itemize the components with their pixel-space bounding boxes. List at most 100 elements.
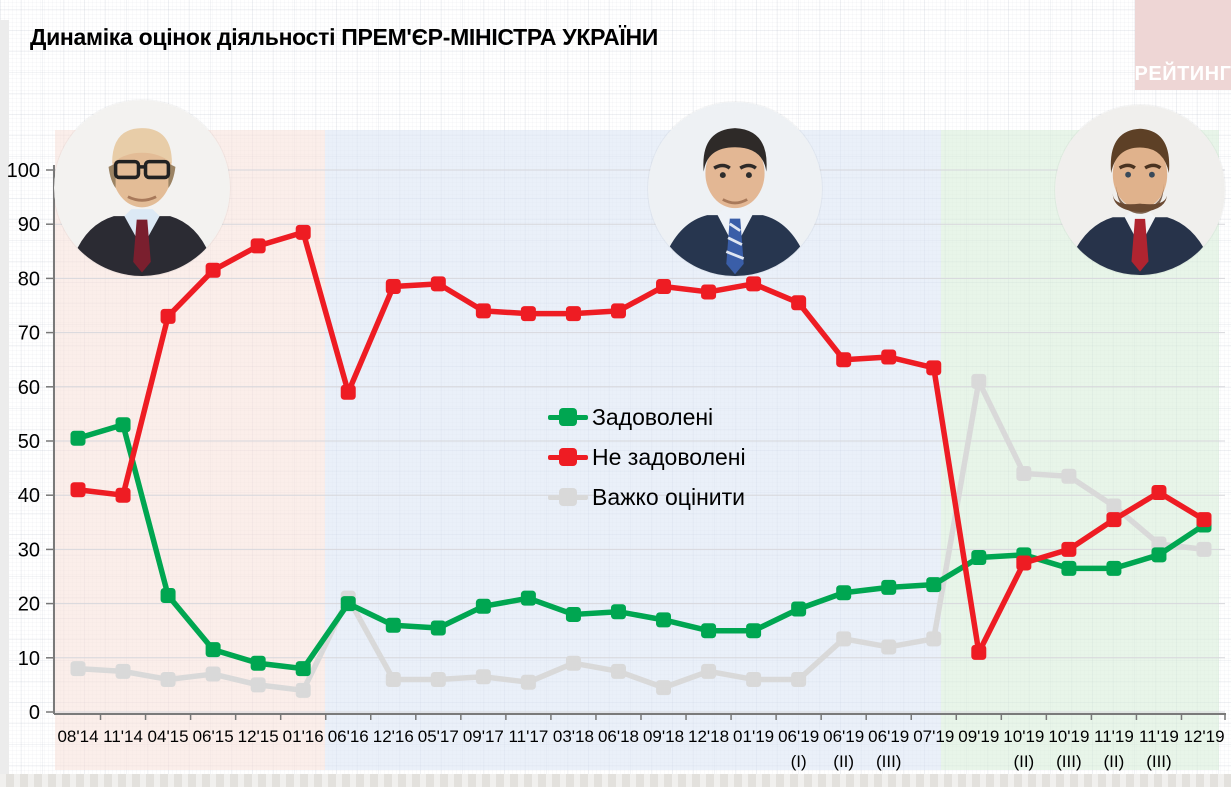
legend-marker-gray-icon: [548, 488, 588, 506]
legend-item-not-satisfied: Не задоволені: [548, 444, 746, 470]
x-tick-sublabel: (II): [1013, 752, 1034, 771]
x-tick-sublabel: (III): [1146, 752, 1172, 771]
data-point: [520, 674, 536, 690]
data-point: [520, 306, 536, 322]
y-tick-label: 80: [18, 268, 40, 290]
x-tick-sublabel: (III): [1056, 752, 1082, 771]
data-point: [205, 642, 221, 658]
left-edge-strip: [0, 20, 9, 787]
data-point: [475, 669, 491, 685]
data-point: [115, 663, 131, 679]
x-tick-label: 11'14: [103, 727, 143, 746]
data-point: [1016, 466, 1032, 482]
y-tick-label: 90: [18, 214, 40, 236]
series-line-2: [77, 229, 1206, 656]
series-line-3: [77, 378, 1205, 694]
data-point: [836, 631, 852, 647]
data-point: [430, 671, 446, 687]
data-point: [971, 373, 987, 389]
data-point: [565, 606, 581, 622]
data-point: [1106, 560, 1122, 576]
data-point: [610, 663, 626, 679]
bottom-edge-strip: [0, 774, 1231, 787]
data-point: [160, 671, 176, 687]
data-point: [1151, 484, 1167, 500]
x-tick-label: 11'17: [508, 727, 548, 746]
data-point: [701, 284, 717, 300]
legend-marker-red-icon: [548, 448, 588, 466]
x-tick-sublabel: (II): [833, 752, 854, 771]
data-point: [295, 682, 311, 698]
pm-portrait-honcharuk-icon: [1055, 105, 1225, 275]
data-point: [385, 279, 401, 295]
data-point: [1061, 468, 1077, 484]
data-point: [656, 680, 672, 696]
data-point: [115, 417, 131, 433]
x-tick-sublabel: (II): [1104, 752, 1125, 771]
data-point: [1196, 541, 1212, 557]
x-tick-label: 06'19: [778, 727, 819, 746]
data-point: [160, 587, 176, 603]
x-tick-label: 08'14: [57, 727, 98, 746]
x-tick-label: 11'19: [1094, 727, 1134, 746]
data-point: [701, 663, 717, 679]
data-point: [701, 623, 717, 639]
legend-item-satisfied: Задоволені: [548, 404, 746, 430]
x-tick-label: 01'16: [283, 727, 324, 746]
x-tick-label: 06'15: [193, 727, 234, 746]
x-tick-label: 09'18: [643, 727, 684, 746]
data-point: [836, 585, 852, 601]
y-tick-label: 10: [18, 648, 40, 670]
data-point: [205, 666, 221, 682]
era-band-groysman-period: [325, 130, 941, 770]
data-point: [881, 349, 897, 365]
data-point: [1061, 541, 1077, 557]
y-tick-label: 70: [18, 323, 40, 345]
legend-label: Задоволені: [592, 403, 714, 430]
data-point: [250, 238, 266, 254]
data-point: [971, 644, 987, 660]
data-point: [565, 655, 581, 671]
data-point: [250, 655, 266, 671]
x-tick-sublabel: (I): [791, 752, 807, 771]
y-tick-label: 20: [18, 594, 40, 616]
x-tick-sublabel: (III): [876, 752, 902, 771]
x-tick-label: 06'19: [823, 727, 864, 746]
data-point: [656, 279, 672, 295]
chart-legend: Задоволені Не задоволені Важко оцінити: [548, 404, 746, 510]
y-tick-label: 50: [18, 431, 40, 453]
data-point: [430, 276, 446, 292]
data-point: [926, 360, 942, 376]
data-point: [1196, 512, 1212, 528]
data-point: [385, 671, 401, 687]
data-point: [1151, 547, 1167, 563]
y-tick-label: 40: [18, 485, 40, 507]
brand-badge: РЕЙТИНГ: [1135, 0, 1231, 90]
data-point: [836, 352, 852, 368]
y-tick-label: 60: [18, 377, 40, 399]
legend-item-hard-to-say: Важко оцінити: [548, 484, 746, 510]
x-tick-label: 05'17: [418, 727, 459, 746]
x-tick-label: 09'17: [463, 727, 504, 746]
x-tick-label: 11'19: [1139, 727, 1179, 746]
legend-marker-green-icon: [548, 408, 588, 426]
data-point: [791, 671, 807, 687]
y-tick-label: 0: [29, 702, 40, 724]
x-tick-label: 06'16: [328, 727, 369, 746]
series-line-1: [77, 421, 1206, 672]
x-tick-label: 06'19: [868, 727, 909, 746]
x-tick-label: 12'16: [373, 727, 414, 746]
data-point: [70, 482, 86, 498]
legend-label: Не задоволені: [592, 443, 746, 470]
x-tick-label: 06'18: [598, 727, 639, 746]
x-tick-label: 12'15: [238, 727, 279, 746]
data-point: [205, 262, 221, 278]
x-tick-label: 01'19: [733, 727, 774, 746]
data-point: [115, 487, 131, 503]
data-point: [1016, 555, 1032, 571]
data-point: [160, 308, 176, 324]
data-point: [881, 639, 897, 655]
data-point: [656, 612, 672, 628]
x-tick-label: 07'19: [913, 727, 954, 746]
data-point: [295, 224, 311, 240]
